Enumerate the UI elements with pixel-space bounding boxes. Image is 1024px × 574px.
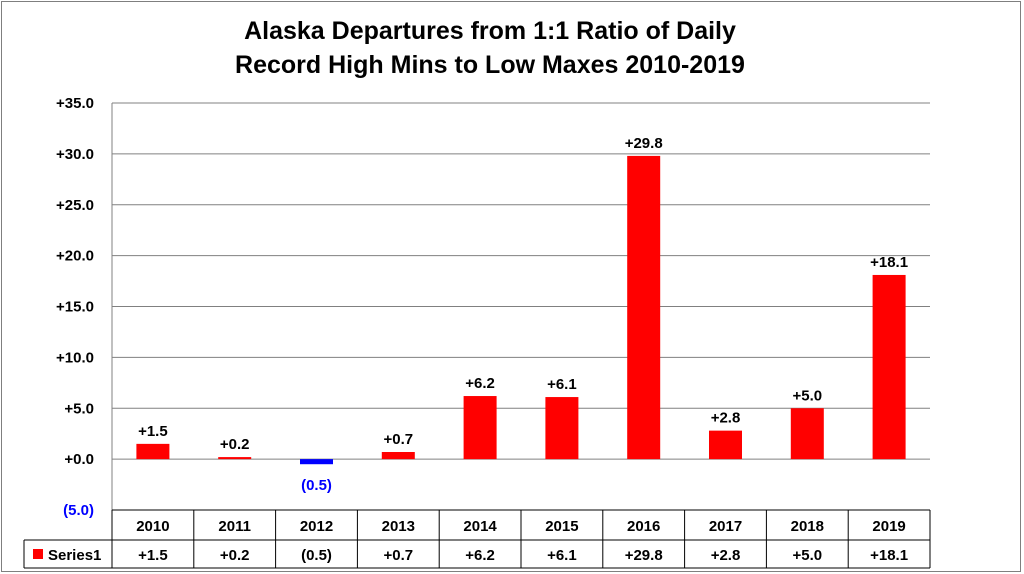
category-label-2010: 2010 xyxy=(136,518,169,535)
bar-2017 xyxy=(709,430,742,460)
table-value-2014: +6.2 xyxy=(465,547,495,564)
category-label-2016: 2016 xyxy=(627,518,660,535)
bar-2011 xyxy=(218,457,252,460)
data-labels: +1.5 +0.2 (0.5) +0.7 +6.2 +6.1 +29.8 +2.8 +5.0 +1… xyxy=(138,135,908,494)
bar-2012 xyxy=(300,459,333,465)
table-value-2017: +2.8 xyxy=(711,547,741,564)
y-axis-ticks: +35.0 +30.0 +25.0 +20.0 +15.0 +10.0 +5.0 +0.0 (5… xyxy=(56,95,94,519)
y-tick-label: +10.0 xyxy=(56,349,94,366)
data-table: 2010 +1.5 2011 +0.2 2012 (0.5) 2013 +0.7 2014 +6.… xyxy=(23,509,931,569)
chart-title-line-2: Record High Mins to Low Maxes 2010-2019 xyxy=(235,51,745,79)
data-label-2013: +0.7 xyxy=(383,431,413,448)
table-value-2011: +0.2 xyxy=(220,547,250,564)
bar-2019 xyxy=(872,274,906,460)
data-label-2018: +5.0 xyxy=(792,387,822,404)
bar-2018 xyxy=(790,408,824,460)
y-tick-label: +25.0 xyxy=(56,197,94,214)
y-tick-label: +15.0 xyxy=(56,299,94,316)
bar-2013 xyxy=(381,452,415,460)
data-label-2017: +2.8 xyxy=(711,410,741,427)
data-label-2012: (0.5) xyxy=(301,477,332,494)
y-tick-label: +35.0 xyxy=(56,95,94,112)
legend-key xyxy=(33,549,43,559)
bars xyxy=(136,155,906,465)
category-label-2019: 2019 xyxy=(872,518,905,535)
bar-2014 xyxy=(463,396,497,460)
table-value-2019: +18.1 xyxy=(870,547,908,564)
data-label-2016: +29.8 xyxy=(625,135,663,152)
table-value-2010: +1.5 xyxy=(138,547,168,564)
category-label-2011: 2011 xyxy=(218,518,251,535)
data-label-2011: +0.2 xyxy=(220,436,250,453)
bar-2015 xyxy=(545,397,579,460)
y-tick-label: +30.0 xyxy=(56,146,94,163)
category-label-2017: 2017 xyxy=(709,518,742,535)
category-label-2013: 2013 xyxy=(382,518,415,535)
y-tick-label: +0.0 xyxy=(64,451,94,468)
y-tick-label: +20.0 xyxy=(56,248,94,265)
table-value-2013: +0.7 xyxy=(383,547,413,564)
category-label-2018: 2018 xyxy=(791,518,824,535)
legend-label: Series1 xyxy=(48,547,101,564)
data-label-2014: +6.2 xyxy=(465,375,495,392)
table-value-2018: +5.0 xyxy=(792,547,822,564)
data-label-2010: +1.5 xyxy=(138,423,168,440)
chart-title-line-1: Alaska Departures from 1:1 Ratio of Dail… xyxy=(244,17,736,45)
chart-title: Alaska Departures from 1:1 Ratio of Dail… xyxy=(0,14,980,82)
category-label-2012: 2012 xyxy=(300,518,333,535)
table-value-2016: +29.8 xyxy=(625,547,663,564)
y-tick-label: (5.0) xyxy=(63,502,94,519)
category-label-2014: 2014 xyxy=(463,518,497,535)
gridlines xyxy=(111,102,930,510)
data-label-2015: +6.1 xyxy=(547,376,577,393)
table-value-2012: (0.5) xyxy=(301,547,332,564)
category-label-2015: 2015 xyxy=(545,518,578,535)
y-tick-label: +5.0 xyxy=(64,400,94,417)
bar-2016 xyxy=(627,155,661,460)
bar-2010 xyxy=(136,443,170,460)
table-value-2015: +6.1 xyxy=(547,547,577,564)
data-label-2019: +18.1 xyxy=(870,254,908,271)
